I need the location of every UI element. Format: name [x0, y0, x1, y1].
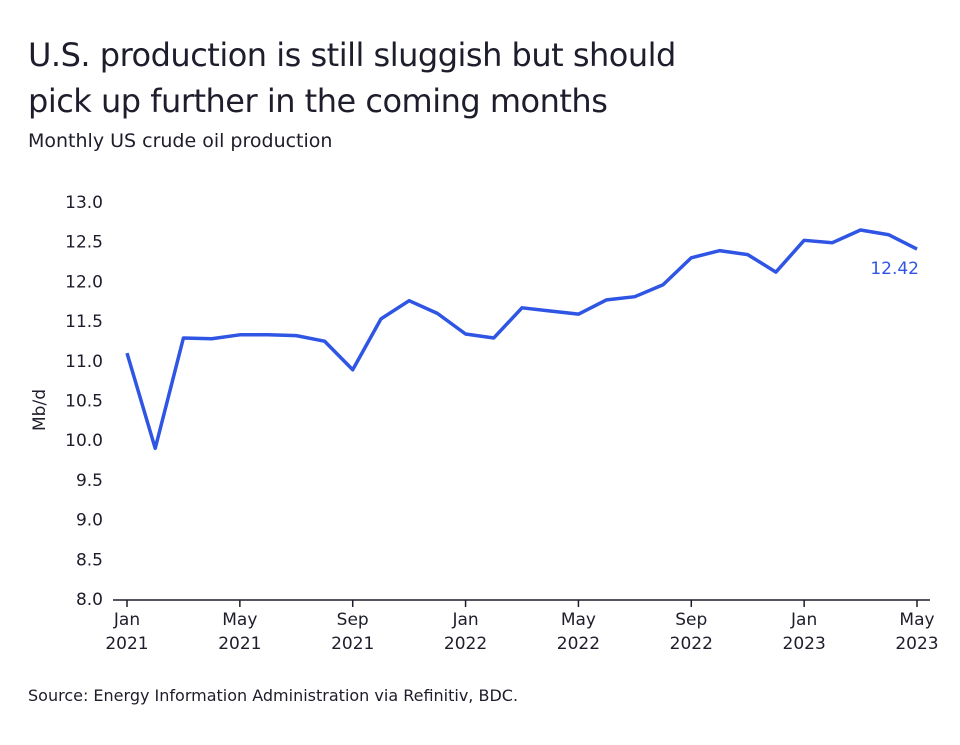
y-tick-label: 12.0 [65, 272, 103, 292]
data-label: 12.42 [870, 259, 919, 279]
x-tick-label: May 2021 [218, 610, 262, 654]
x-tick-label: Jan 2021 [105, 610, 149, 654]
y-tick-label: 10.5 [65, 392, 103, 412]
data-line [125, 228, 918, 451]
chart-subtitle: Monthly US crude oil production [28, 130, 333, 152]
x-tick-label: May 2022 [556, 610, 601, 654]
chart-title: U.S. production is still sluggish but sh… [28, 36, 676, 120]
y-tick-label: 11.0 [65, 352, 103, 372]
y-tick-label: 9.0 [76, 511, 103, 531]
source-note: Source: Energy Information Administratio… [28, 686, 519, 705]
y-tick-label: 8.0 [76, 590, 103, 610]
y-tick-label: 13.0 [65, 193, 103, 213]
x-tick-label: Jan 2022 [443, 610, 488, 654]
y-tick-label: 10.0 [65, 431, 103, 451]
x-tick-label: Jan 2023 [782, 610, 826, 654]
y-tick-label: 8.5 [76, 550, 103, 570]
x-tick-label: May 2023 [895, 610, 939, 654]
y-tick-label: 11.5 [65, 312, 103, 332]
y-axis-label: Mb/d [30, 389, 50, 431]
x-tick-label: Sep 2022 [669, 610, 713, 654]
y-tick-label: 9.5 [76, 471, 103, 491]
y-tick-label: 12.5 [65, 233, 103, 253]
x-tick-label: Sep 2021 [331, 610, 375, 654]
